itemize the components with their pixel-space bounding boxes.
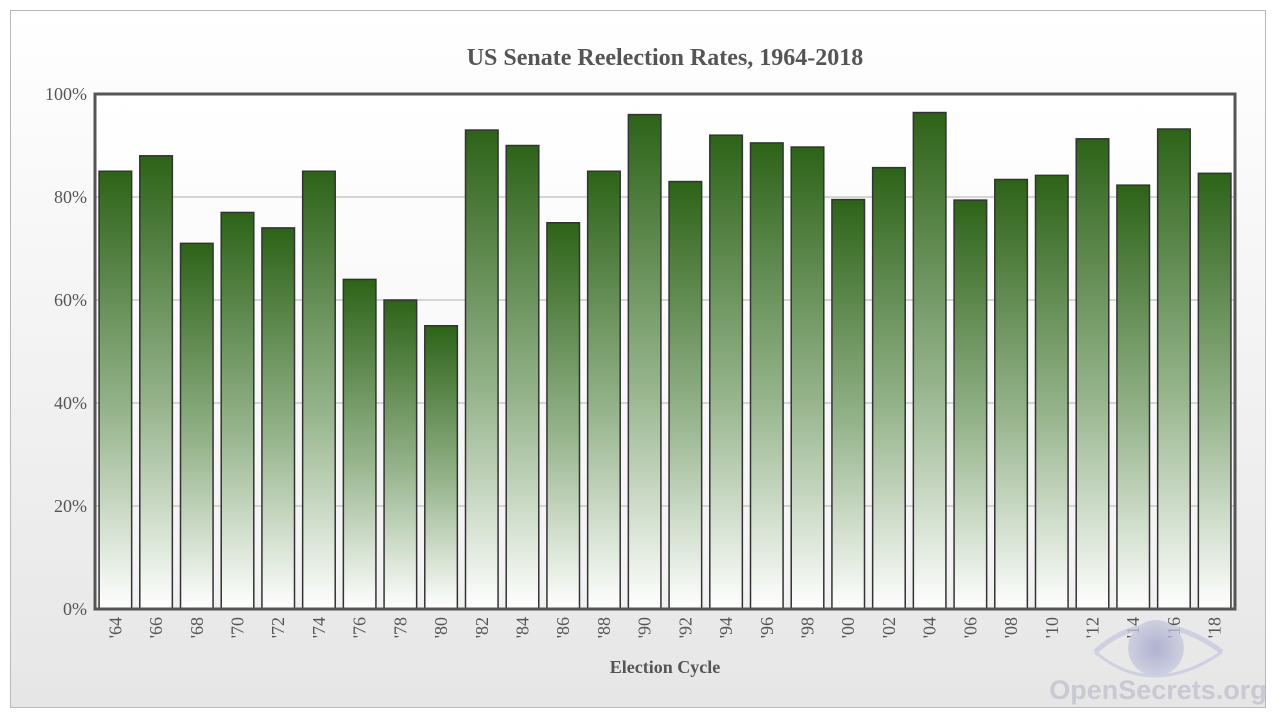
x-tick-label: '10	[1042, 617, 1062, 638]
x-tick-label: '92	[675, 617, 695, 638]
x-tick-label: '82	[472, 617, 492, 638]
plot-border	[93, 92, 1237, 611]
bar	[505, 144, 540, 610]
bar	[1197, 172, 1232, 610]
bar	[749, 142, 784, 610]
bar	[179, 242, 214, 610]
x-tick-label: '98	[798, 617, 818, 638]
x-tick-label: '64	[105, 617, 125, 638]
x-tick-label: '00	[838, 617, 858, 638]
x-tick-label: '08	[1001, 617, 1021, 638]
x-tick-label: '66	[146, 617, 166, 638]
bar	[953, 199, 988, 610]
bar	[790, 146, 825, 610]
bar	[1156, 128, 1191, 610]
bar	[139, 155, 174, 610]
x-tick-label: '72	[268, 617, 288, 638]
bar	[342, 278, 377, 610]
bars	[98, 111, 1232, 610]
x-tick-label: '04	[920, 617, 940, 638]
bar	[220, 211, 255, 610]
x-tick-label: '80	[431, 617, 451, 638]
bar	[98, 170, 133, 610]
eye-logo-icon	[1093, 620, 1224, 678]
y-axis-ticks: 0% 20% 40% 60% 80% 100%	[45, 84, 87, 619]
x-tick-label: '70	[228, 617, 248, 638]
bar	[1034, 174, 1069, 610]
x-tick-label: '06	[960, 617, 980, 638]
y-tick-label: 100%	[45, 84, 87, 104]
bar	[627, 113, 662, 610]
x-tick-label: '02	[879, 617, 899, 638]
bar	[831, 198, 866, 610]
x-tick-label: '94	[716, 617, 736, 638]
x-axis-title: Election Cycle	[610, 657, 720, 677]
x-tick-label: '96	[757, 617, 777, 638]
bar	[383, 299, 418, 610]
x-tick-label: '88	[594, 617, 614, 638]
bar	[261, 227, 296, 610]
y-tick-label: 80%	[54, 187, 87, 207]
y-tick-label: 0%	[63, 599, 87, 619]
x-tick-label: '12	[1083, 617, 1103, 638]
x-tick-label: '74	[309, 617, 329, 638]
x-tick-label: '78	[390, 617, 410, 638]
x-axis-ticks: '64 '66 '68 '70 '72 '74 '76 '78 '80 '82 '84 '86 '88 '…	[105, 617, 1224, 638]
bar	[668, 180, 703, 610]
bar	[586, 170, 621, 610]
x-tick-label: '18	[1205, 617, 1225, 638]
bar	[1075, 138, 1110, 610]
watermark-text: OpenSecrets.org	[1049, 675, 1267, 705]
bar	[424, 325, 459, 610]
y-tick-label: 60%	[54, 290, 87, 310]
bar	[871, 166, 906, 610]
bar	[1116, 184, 1151, 610]
chart-title: US Senate Reelection Rates, 1964-2018	[467, 45, 864, 71]
bar	[912, 111, 947, 610]
x-tick-label: '68	[187, 617, 207, 638]
bar	[709, 134, 744, 610]
y-tick-label: 40%	[54, 393, 87, 413]
x-tick-label: '90	[635, 617, 655, 638]
x-tick-label: '86	[553, 617, 573, 638]
x-tick-label: '84	[513, 617, 533, 638]
y-tick-label: 20%	[54, 496, 87, 516]
bar	[546, 222, 581, 610]
bar	[464, 129, 499, 610]
bar	[994, 178, 1029, 610]
x-tick-label: '76	[350, 617, 370, 638]
bar	[301, 170, 336, 610]
